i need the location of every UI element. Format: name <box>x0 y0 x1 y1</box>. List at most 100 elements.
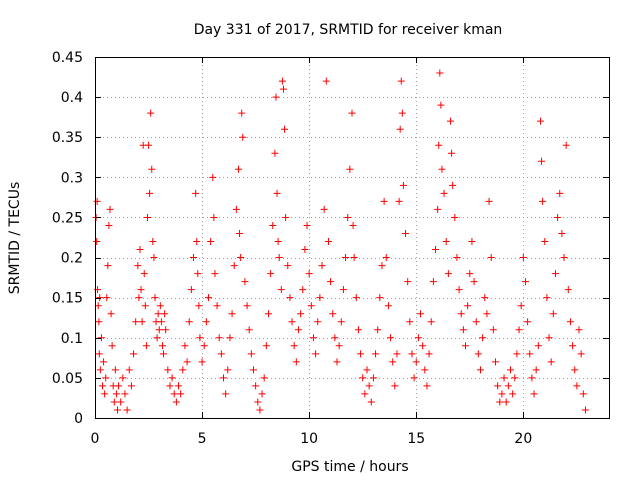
data-point <box>397 77 405 85</box>
data-point <box>202 318 210 326</box>
x-axis-label: GPS time / hours <box>291 459 408 475</box>
data-point <box>575 326 583 334</box>
data-point <box>363 366 371 374</box>
data-point <box>183 358 191 366</box>
data-point <box>491 358 499 366</box>
data-point <box>93 197 101 205</box>
data-point <box>284 262 292 270</box>
data-point <box>335 342 343 350</box>
data-point <box>455 286 463 294</box>
data-point <box>549 310 557 318</box>
data-point <box>558 229 566 237</box>
data-point <box>472 318 480 326</box>
data-point <box>396 125 404 133</box>
data-point <box>468 238 476 246</box>
data-point <box>312 350 320 358</box>
data-point <box>106 205 114 213</box>
data-point <box>481 294 489 302</box>
data-point <box>170 390 178 398</box>
data-point <box>404 278 412 286</box>
data-point <box>160 350 168 358</box>
data-point <box>127 382 135 390</box>
data-point <box>100 358 108 366</box>
data-point <box>179 366 187 374</box>
data-point <box>337 318 345 326</box>
data-point <box>121 390 129 398</box>
data-point <box>399 181 407 189</box>
data-point <box>432 246 440 254</box>
data-point <box>464 302 472 310</box>
data-point <box>378 262 386 270</box>
data-point <box>95 318 103 326</box>
data-point <box>569 342 577 350</box>
data-point <box>372 350 380 358</box>
data-point <box>406 318 414 326</box>
data-point <box>258 390 266 398</box>
data-point <box>500 374 508 382</box>
data-point <box>534 342 542 350</box>
y-axis-label: SRMTID / TECUs <box>7 182 23 295</box>
data-point <box>543 294 551 302</box>
data-point <box>113 406 121 414</box>
data-point <box>138 318 146 326</box>
data-point <box>132 318 140 326</box>
data-point <box>408 350 416 358</box>
data-point <box>157 318 165 326</box>
data-point <box>556 189 564 197</box>
data-point <box>477 366 484 374</box>
data-point <box>374 326 382 334</box>
data-point <box>427 318 435 326</box>
data-point <box>391 382 399 390</box>
data-point <box>361 390 369 398</box>
data-point <box>339 286 347 294</box>
data-point <box>196 334 204 342</box>
data-point <box>528 374 536 382</box>
data-point <box>207 238 215 246</box>
data-point <box>103 294 111 302</box>
data-point <box>423 382 431 390</box>
data-point <box>96 366 104 374</box>
x-tick-labels: 0 5 10 15 20 <box>91 431 533 447</box>
data-point <box>444 270 452 278</box>
data-point <box>515 326 523 334</box>
data-point <box>112 390 120 398</box>
data-point <box>365 382 373 390</box>
data-point <box>539 197 547 205</box>
data-point <box>234 165 242 173</box>
data-point <box>269 221 277 229</box>
data-point <box>504 382 512 390</box>
data-point <box>181 342 189 350</box>
data-point <box>166 382 174 390</box>
data-point <box>316 294 324 302</box>
data-point <box>158 342 166 350</box>
data-point <box>150 254 158 262</box>
data-point <box>177 390 185 398</box>
data-point <box>513 350 521 358</box>
data-point <box>511 374 519 382</box>
data-point <box>395 197 403 205</box>
data-point <box>108 342 116 350</box>
data-point <box>384 302 392 310</box>
data-point <box>149 238 157 246</box>
data-point <box>155 326 163 334</box>
data-point <box>140 270 148 278</box>
data-point <box>429 278 437 286</box>
y-tick-label: 0.15 <box>52 291 83 307</box>
data-point <box>215 334 223 342</box>
data-point <box>272 93 280 101</box>
data-point <box>494 382 502 390</box>
data-point <box>571 366 579 374</box>
data-point <box>217 350 225 358</box>
data-point <box>487 254 495 262</box>
data-point <box>98 382 106 390</box>
data-point <box>200 342 208 350</box>
data-point <box>161 310 169 318</box>
data-point <box>440 189 448 197</box>
data-point <box>322 77 330 85</box>
data-point <box>249 366 257 374</box>
data-point <box>125 366 133 374</box>
data-point <box>151 294 159 302</box>
data-point <box>324 238 332 246</box>
